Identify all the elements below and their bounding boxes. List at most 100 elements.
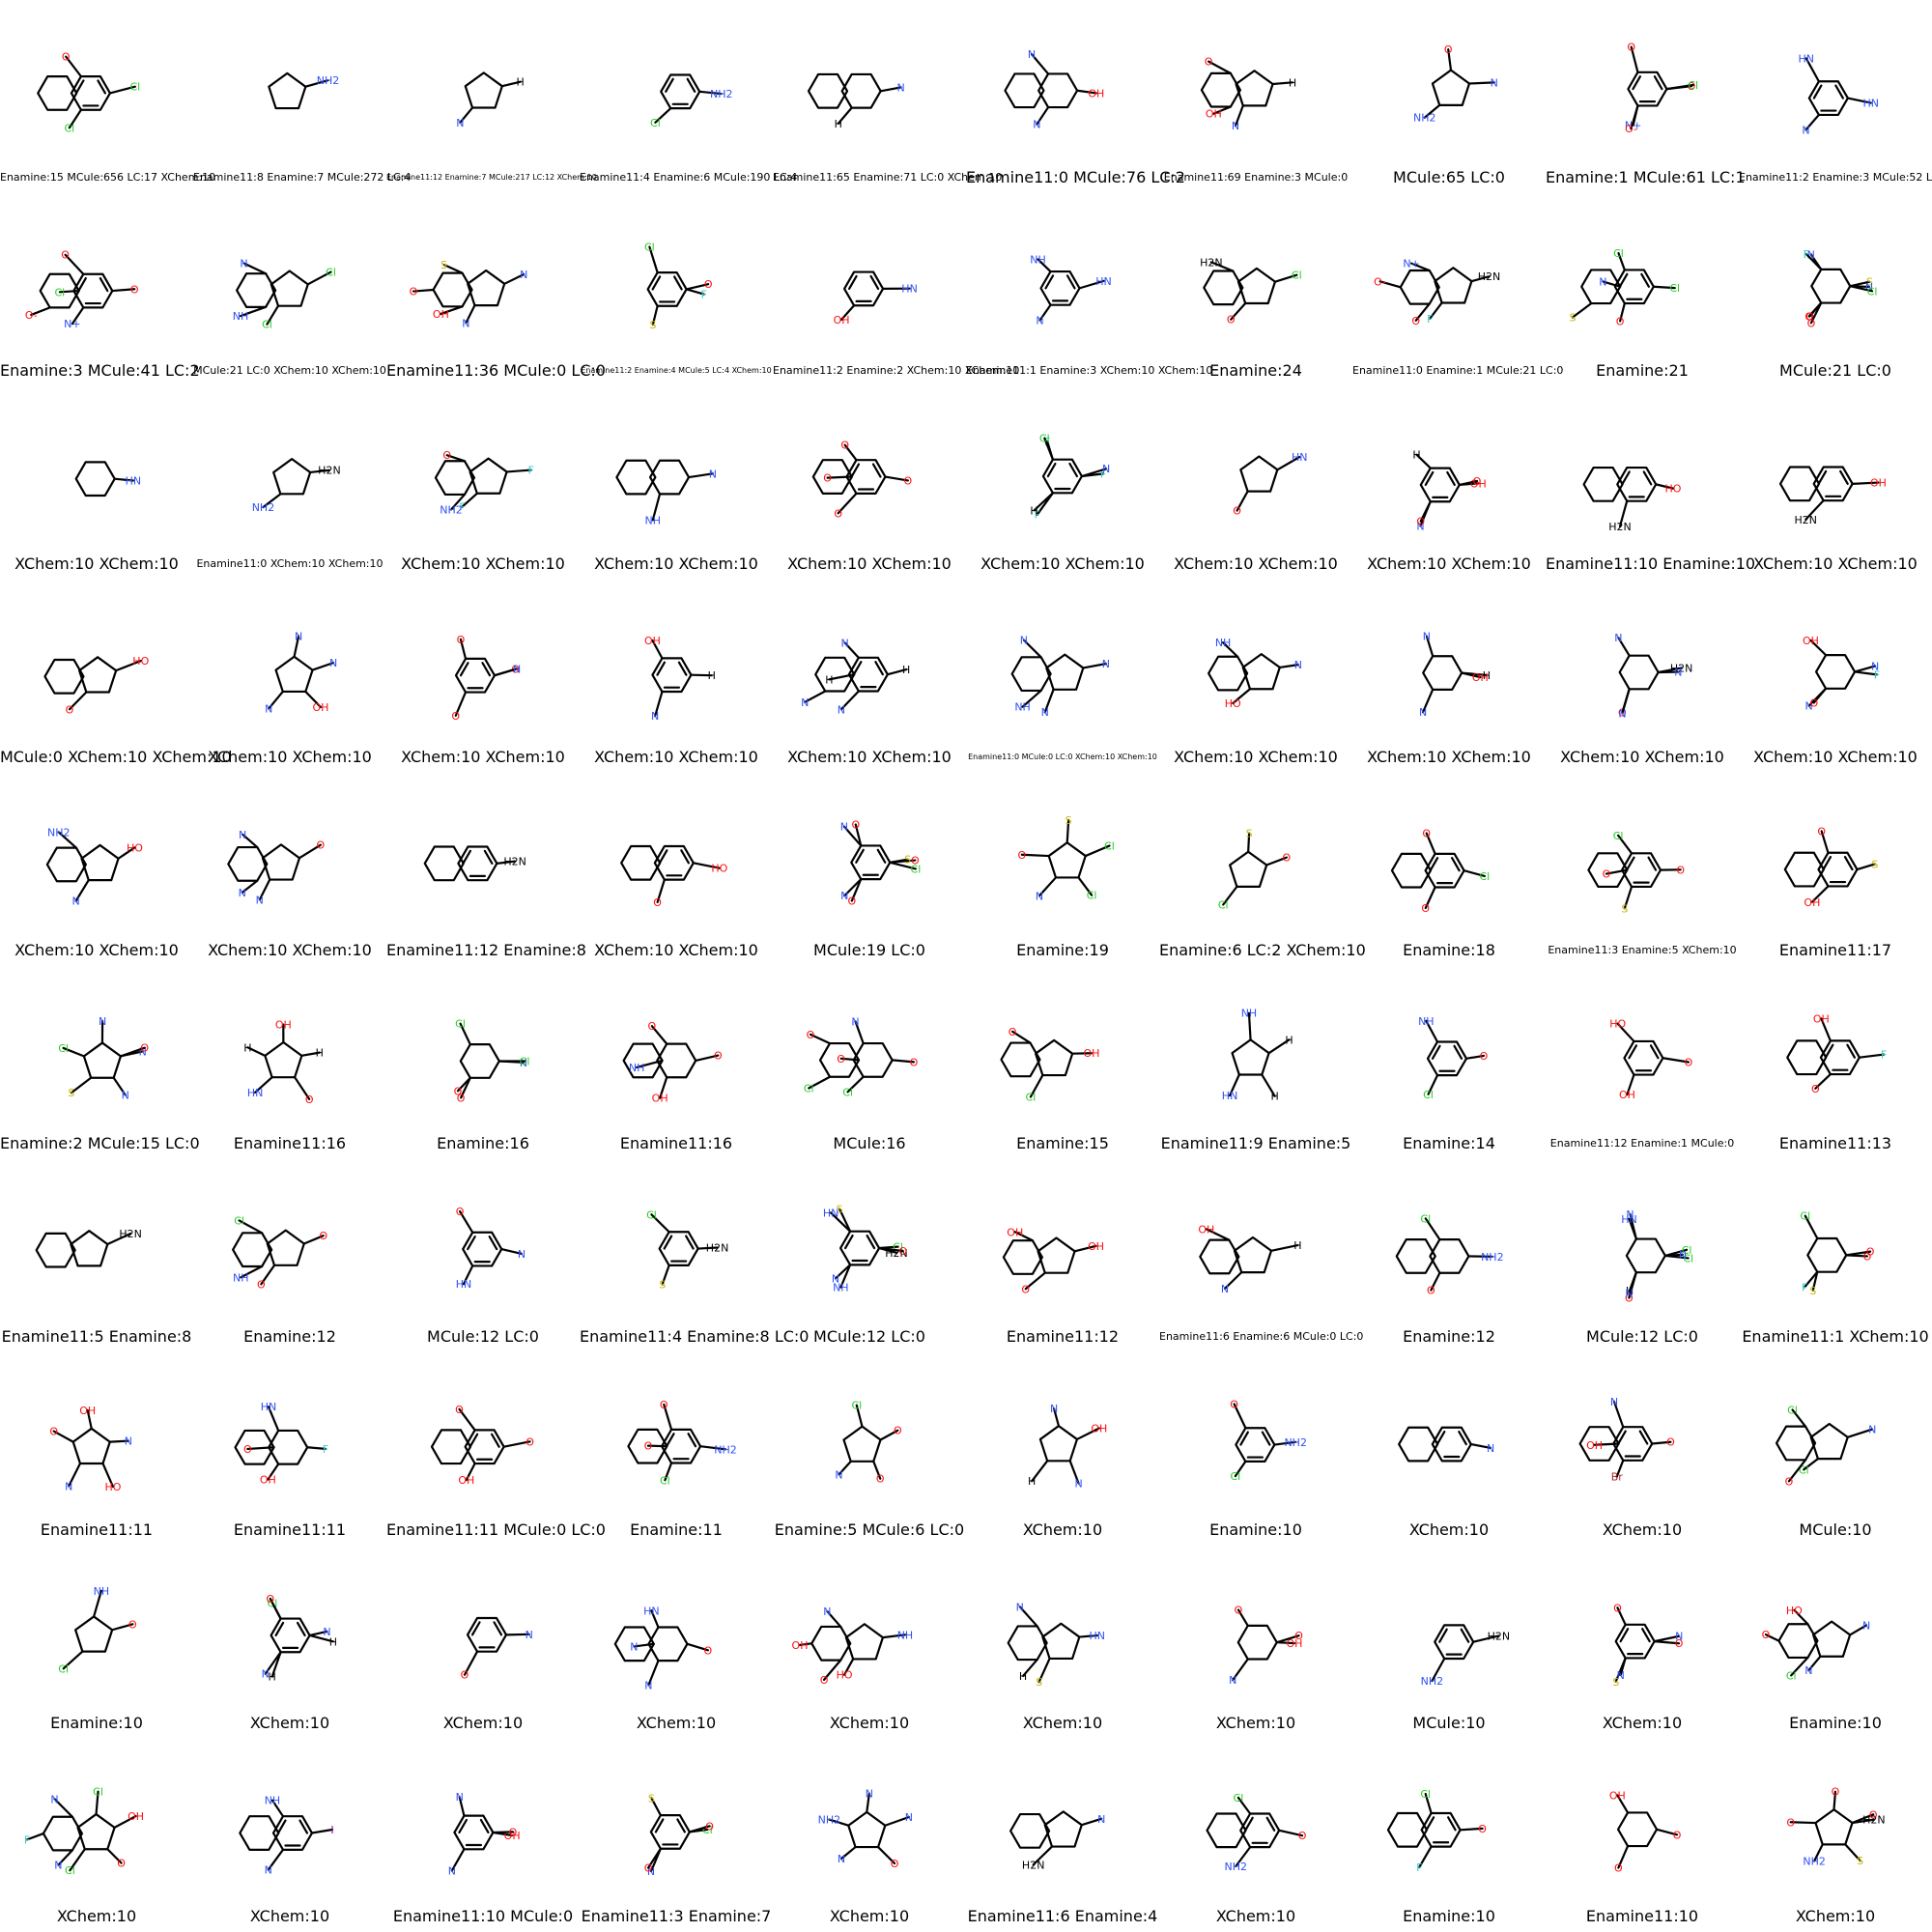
molecule-legend: Enamine:15 (1016, 1134, 1109, 1152)
atom-label: N (1807, 248, 1815, 261)
double-bond (488, 1236, 498, 1251)
substituent-bond (106, 1232, 132, 1246)
molecule-legend: XChem:10 (1215, 1907, 1296, 1925)
atom-label: H2N (119, 1228, 142, 1240)
atom-label: F (701, 289, 707, 301)
ring-bond (1236, 1624, 1278, 1661)
atom-label: O- (1625, 123, 1637, 135)
molecule-legend: XChem:10 XChem:10 (208, 941, 372, 959)
atom-label: S (1621, 902, 1628, 915)
atom-label: HN (1621, 1213, 1637, 1226)
double-bond (1424, 470, 1435, 487)
molecule-structure: O O OH (1609, 1789, 1682, 1874)
molecule-structure: H2N (423, 845, 526, 882)
atom-label: N (1041, 706, 1049, 719)
ring-bond (1778, 466, 1821, 502)
substituent-bond (260, 1264, 276, 1286)
atom-label: O (461, 1669, 469, 1682)
molecule-legend: Enamine11:65 Enamine:71 LC:0 XChem:10 (773, 171, 1003, 184)
double-bond (665, 1433, 675, 1448)
atom-label: O (910, 1056, 919, 1068)
substituent-bond (695, 1054, 720, 1063)
substituent-bond (1447, 48, 1453, 71)
substituent-bond (1031, 1460, 1049, 1483)
molecule-structure: N N N O NH2 (818, 1788, 913, 1870)
substituent-bond (1846, 1428, 1874, 1438)
atom-label: O (128, 1618, 137, 1631)
atom-label: NH2 (1225, 1861, 1248, 1873)
double-bond (676, 1818, 686, 1833)
atom-label: H (1289, 76, 1296, 89)
double-bond (1649, 1044, 1660, 1060)
molecule-structure: HN N NH (1030, 253, 1112, 327)
ring-bond (37, 75, 78, 111)
substituent-bond (1032, 1845, 1054, 1866)
ring-bond (432, 271, 473, 308)
atom-label: Cl (1104, 840, 1115, 853)
substituent-bond (1022, 639, 1042, 659)
ring-bond (43, 658, 85, 695)
substituent-bond (646, 1444, 668, 1448)
atom-label: Br (1611, 1471, 1624, 1484)
molecule-cell: Cl O H2N Enamine:24 (1159, 193, 1352, 386)
atom-label: N (65, 1480, 72, 1492)
substituent-bond (1235, 1846, 1252, 1868)
substituent-bond (1247, 1011, 1252, 1041)
substituent-bond (1789, 1821, 1817, 1825)
atom-label: N (1868, 1424, 1876, 1436)
molecule-cell: O N HN N XChem:10 (580, 1546, 773, 1739)
substituent-bond (294, 1076, 311, 1100)
atom-label: O (1473, 475, 1482, 488)
substituent-bond (1593, 1442, 1620, 1446)
atom-label: O (140, 1042, 149, 1055)
atom-label: HO (105, 1481, 122, 1493)
atom-label: N (526, 1629, 533, 1641)
double-bond (458, 1818, 469, 1834)
molecule-cell: OH H N N XChem:10 (966, 1352, 1159, 1546)
substituent-bond (839, 690, 860, 711)
atom-label: HN (261, 1401, 277, 1413)
atom-label: O (840, 440, 849, 452)
substituent-bond (93, 1589, 102, 1618)
double-bond (1618, 272, 1629, 288)
ring-bond (80, 843, 120, 882)
molecule-structure: O O O O (811, 440, 913, 520)
atom-label: S (648, 1792, 655, 1804)
substituent-bond (1424, 1217, 1441, 1241)
substituent-bond (651, 639, 664, 660)
substituent-bond (258, 878, 271, 901)
substituent-bond (1663, 1253, 1685, 1257)
molecule-legend: Enamine11:2 Enamine:2 XChem:10 XChem:10 (773, 364, 1020, 377)
atom-label: O (1603, 868, 1611, 881)
atom-label: H (1030, 504, 1037, 517)
substituent-bond (650, 1609, 660, 1629)
molecule-legend: Enamine11:4 Enamine:6 MCule:190 LC:4 (580, 171, 798, 184)
atom-label: Cl (851, 1400, 862, 1412)
atom-label: O (1869, 1808, 1878, 1821)
atom-label: H2N (1488, 1630, 1511, 1642)
atom-label: O (1422, 828, 1431, 840)
molecule-legend: Enamine11:12 Enamine:1 MCule:0 (1549, 1137, 1735, 1150)
atom-label: NH (645, 514, 662, 526)
ring-bond (274, 655, 314, 694)
molecule-legend: Enamine:10 (50, 1714, 143, 1732)
molecule-cell: N N HO Cl O Enamine:10 (1739, 1546, 1932, 1739)
atom-label: N (1036, 315, 1043, 327)
molecule-legend: Enamine:24 (1209, 361, 1302, 380)
substituent-bond (808, 1075, 832, 1090)
substituent-bond (1615, 1459, 1625, 1478)
atom-label: O (1762, 1629, 1771, 1641)
atom-label: N (905, 1811, 913, 1824)
substituent-bond (1212, 105, 1233, 115)
atom-label: N (139, 1045, 147, 1058)
atom-label: N (448, 1865, 456, 1878)
atom-label: NH2 (440, 503, 463, 516)
molecule-structure: I N NH (239, 1795, 334, 1877)
double-bond (1632, 75, 1642, 91)
atom-label: S (1871, 858, 1878, 870)
molecule-legend: XChem:10 XChem:10 (1174, 554, 1338, 573)
double-bond (685, 1235, 695, 1250)
ring-bond (1002, 1239, 1043, 1275)
substituent-bond (1651, 1440, 1672, 1445)
